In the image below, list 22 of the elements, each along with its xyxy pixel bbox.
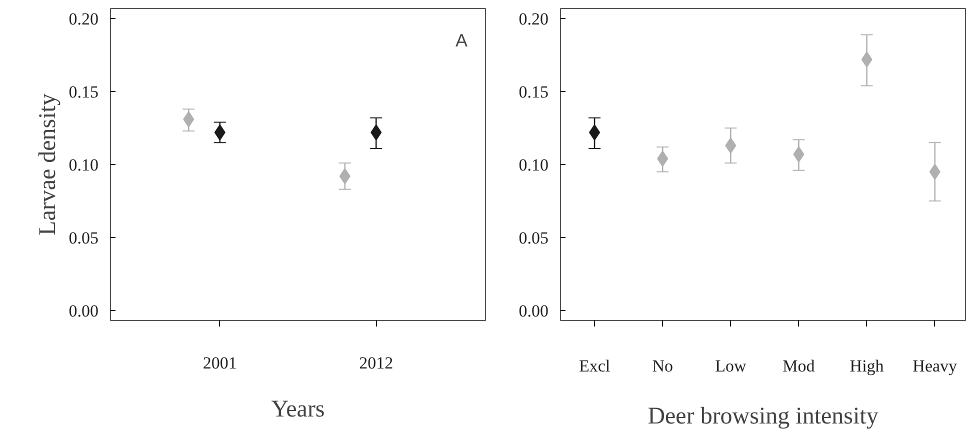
x-tick-label: Heavy	[912, 356, 958, 376]
x-tick-label: Mod	[782, 356, 816, 376]
y-tick-label: 0.05	[518, 228, 548, 248]
y-axis-title: Larvae density	[34, 94, 61, 236]
x-tick-label: No	[652, 356, 673, 376]
x-tick-label: 2012	[359, 354, 394, 372]
y-tick-label: 0.00	[68, 301, 98, 320]
y-tick-label: 0.10	[68, 156, 98, 174]
x-tick-label: Excl	[578, 356, 610, 376]
y-tick-label: 0.10	[518, 156, 548, 174]
x-tick-label: High	[850, 356, 884, 376]
y-tick-label: 0.20	[518, 10, 548, 29]
y-tick-label: 0.05	[68, 228, 98, 248]
y-tick-label: 0.15	[518, 82, 548, 102]
x-tick-label: 2001	[202, 354, 237, 372]
x-tick-label: Low	[715, 356, 747, 376]
y-tick-label: 0.00	[518, 301, 548, 320]
y-tick-label: 0.20	[68, 10, 98, 29]
y-tick-label: 0.15	[68, 82, 98, 102]
x-axis-title: Years	[271, 396, 325, 422]
annotation: A	[455, 30, 468, 50]
x-axis-title: Deer browsing intensity	[648, 404, 878, 430]
